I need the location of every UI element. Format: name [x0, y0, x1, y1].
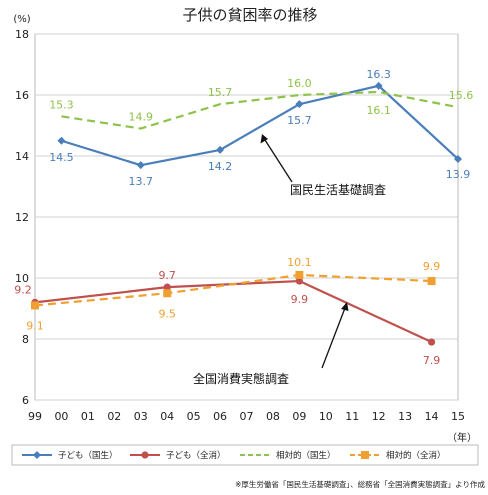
data-label: 7.9	[423, 354, 441, 367]
data-label: 9.7	[158, 269, 176, 282]
series-1	[31, 277, 436, 346]
y-tick-label: 8	[22, 333, 29, 346]
data-label: 16.0	[287, 77, 312, 90]
x-axis: 99 00 01 02 03 04 05 06 07 08 09 10 11 12 13 14 15	[28, 410, 465, 423]
series-3	[31, 270, 436, 310]
legend: 子ども（国生） 子ども（全消） 相対的（国生） 相対的（全消）	[11, 444, 479, 466]
legend-label: 相対的（国生）	[276, 450, 336, 461]
data-label: 9.1	[26, 319, 44, 332]
legend-marker	[141, 451, 149, 459]
legend-label: 子ども（全消）	[166, 450, 226, 461]
series-0	[57, 81, 462, 170]
series-group	[31, 81, 462, 346]
annotation-kokumin-arrow	[264, 139, 293, 183]
y-tick-label: 14	[15, 150, 29, 163]
x-tick-label: 10	[319, 410, 333, 423]
data-label: 16.1	[366, 104, 391, 117]
y-axis: 6 8 10 12 14 16 18	[15, 28, 29, 407]
data-point	[295, 100, 304, 109]
data-label: 9.5	[158, 307, 176, 320]
data-point	[216, 145, 225, 154]
data-labels: 14.5 13.7 14.2 15.7 16.3 13.9 9.2 9.7 9.9 7.9 15.3…	[14, 68, 473, 367]
x-tick-label: 04	[160, 410, 174, 423]
annotation-zenkoku-text: 全国消費実態調査	[193, 371, 289, 386]
gridlines	[34, 33, 459, 401]
data-label: 15.7	[287, 114, 312, 127]
x-tick-label: 14	[425, 410, 439, 423]
annotation-zenkoku-arrow	[321, 307, 346, 369]
data-label: 13.9	[446, 168, 471, 181]
x-tick-label: 00	[54, 410, 68, 423]
data-point	[31, 301, 39, 310]
data-label: 15.7	[208, 86, 233, 99]
annotation-kokumin-text: 国民生活基礎調査	[290, 183, 386, 197]
data-point	[163, 289, 172, 298]
legend-label: 子ども（国生）	[58, 450, 118, 461]
x-tick-label: 07	[240, 410, 254, 423]
legend-item: 相対的（全消）	[350, 450, 446, 461]
data-point	[374, 81, 383, 90]
legend-item: 相対的（国生）	[240, 450, 336, 461]
series-line	[61, 84, 459, 167]
x-axis-unit: （年）	[447, 431, 477, 444]
x-tick-label: 08	[266, 410, 280, 423]
y-tick-label: 6	[22, 394, 29, 407]
x-tick-label: 15	[451, 410, 465, 423]
series-line	[34, 273, 432, 307]
y-tick-label: 18	[15, 28, 29, 41]
x-tick-label: 01	[81, 410, 95, 423]
data-point	[427, 338, 436, 346]
data-point	[427, 277, 436, 286]
series-line	[61, 90, 459, 130]
data-label: 14.2	[208, 160, 233, 173]
data-label: 9.2	[14, 283, 32, 296]
y-axis-unit: (%)	[13, 14, 30, 25]
legend-marker	[361, 451, 369, 459]
data-label: 15.6	[449, 89, 474, 102]
data-point	[454, 155, 462, 164]
legend-marker	[33, 451, 41, 459]
chart-title: 子供の貧困率の推移	[182, 6, 317, 24]
data-point	[295, 277, 303, 285]
legend-item: 子ども（国生）	[22, 450, 118, 461]
data-point	[295, 270, 304, 279]
x-tick-label: 03	[134, 410, 148, 423]
x-tick-label: 09	[292, 410, 306, 423]
data-label: 13.7	[129, 175, 154, 188]
series-line	[34, 279, 433, 344]
series-2	[61, 90, 459, 130]
source-note: ※厚生労働省「国民生活基礎調査」、総務省「全国消費実態調査」より作成	[235, 479, 485, 489]
annotation-kokumin-arrowhead	[260, 134, 268, 144]
data-label: 14.9	[129, 111, 154, 124]
x-tick-label: 05	[187, 410, 201, 423]
annotation-kokumin: 国民生活基礎調査	[260, 134, 386, 197]
x-tick-label: 06	[213, 410, 227, 423]
y-tick-label: 16	[15, 89, 29, 102]
legend-label: 相対的（全消）	[386, 450, 446, 461]
x-tick-label: 99	[28, 410, 42, 423]
data-point	[57, 136, 66, 145]
data-label: 14.5	[49, 151, 74, 164]
data-point	[136, 161, 145, 170]
legend-item: 子ども（全消）	[130, 450, 226, 461]
x-tick-label: 02	[107, 410, 121, 423]
data-label: 9.9	[291, 293, 309, 306]
x-tick-label: 11	[345, 410, 359, 423]
data-label: 10.1	[287, 256, 312, 269]
data-label: 16.3	[366, 68, 391, 81]
data-label: 9.9	[423, 260, 441, 273]
x-tick-label: 13	[398, 410, 412, 423]
annotation-zenkoku-arrowhead	[341, 302, 349, 311]
y-tick-label: 10	[15, 272, 29, 285]
data-point	[163, 283, 171, 291]
data-label: 15.3	[49, 98, 74, 111]
annotation-zenkoku: 全国消費実態調査	[193, 302, 349, 386]
x-tick-label: 12	[372, 410, 386, 423]
y-tick-label: 12	[15, 211, 29, 224]
